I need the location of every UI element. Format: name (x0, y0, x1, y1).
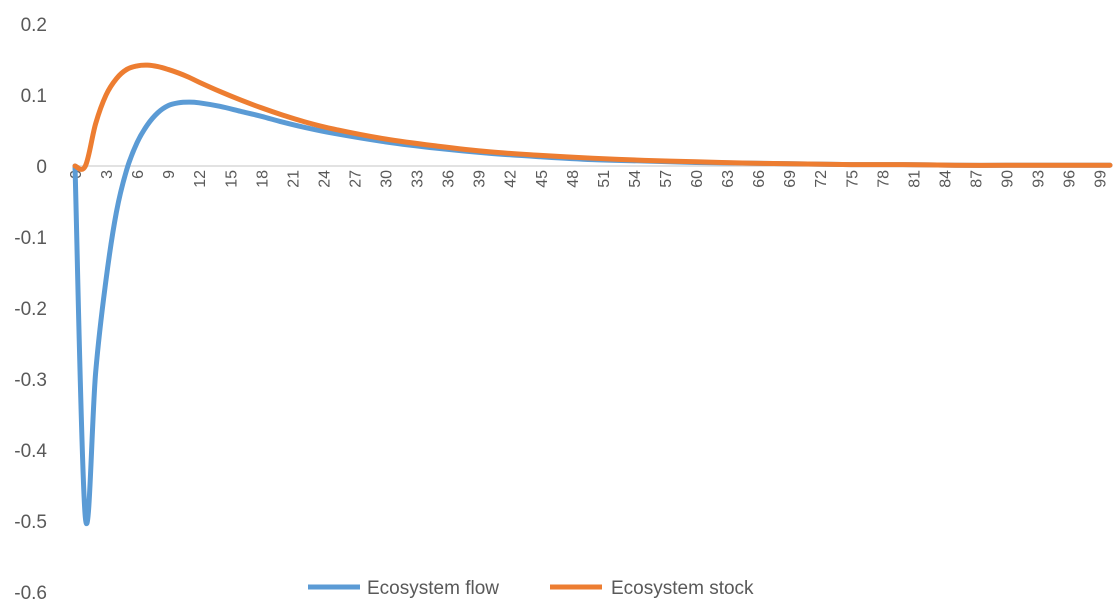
y-tick-label: -0.1 (14, 228, 47, 249)
x-tick-label: 93 (1031, 170, 1048, 188)
y-tick-label: 0.2 (21, 15, 47, 36)
y-tick-label: -0.4 (14, 441, 47, 462)
x-tick-label: 21 (285, 170, 302, 188)
x-tick-label: 3 (99, 170, 116, 179)
legend-label: Ecosystem flow (367, 578, 499, 599)
x-tick-label: 78 (875, 170, 892, 188)
y-axis-tick-labels: -0.6 -0.5 -0.4 -0.3 -0.2 -0.1 0 0.1 0.2 (14, 15, 47, 602)
x-tick-label: 45 (534, 170, 551, 188)
x-tick-label: 72 (813, 170, 830, 188)
legend-label: Ecosystem stock (611, 578, 754, 599)
x-tick-label: 69 (782, 170, 799, 188)
x-tick-label: 75 (844, 170, 861, 188)
series-line-ecosystem-stock (72, 62, 1113, 172)
x-tick-label: 60 (689, 170, 706, 188)
x-tick-label: 66 (751, 170, 768, 188)
y-tick-label: 0.1 (21, 86, 47, 107)
x-tick-label: 24 (316, 170, 333, 188)
x-tick-label: 6 (130, 170, 147, 179)
x-axis-tick-labels: 0 3 6 9 12 15 18 21 24 27 30 33 36 39 42 45 48 51 54 57 60 63… (68, 170, 1110, 188)
x-tick-label: 27 (347, 170, 364, 188)
y-tick-label: -0.3 (14, 370, 47, 391)
x-tick-label: 54 (627, 170, 644, 188)
x-tick-label: 87 (968, 170, 985, 188)
legend: Ecosystem flow Ecosystem stock (308, 578, 754, 599)
x-tick-label: 39 (472, 170, 489, 188)
y-tick-label: -0.6 (14, 583, 47, 602)
x-tick-label: 99 (1093, 170, 1110, 188)
x-tick-label: 48 (565, 170, 582, 188)
x-tick-label: 18 (254, 170, 271, 188)
x-tick-label: 12 (192, 170, 209, 188)
x-tick-label: 96 (1062, 170, 1079, 188)
y-tick-label: -0.2 (14, 299, 47, 320)
x-tick-label: 63 (720, 170, 737, 188)
x-tick-label: 57 (658, 170, 675, 188)
x-tick-label: 81 (906, 170, 923, 188)
x-tick-label: 15 (223, 170, 240, 188)
x-tick-label: 90 (1000, 170, 1017, 188)
series-lines (72, 62, 1113, 526)
y-tick-label: -0.5 (14, 512, 47, 533)
x-tick-label: 30 (379, 170, 396, 188)
x-tick-label: 33 (410, 170, 427, 188)
x-tick-label: 84 (937, 170, 954, 188)
x-tick-label: 36 (441, 170, 458, 188)
y-tick-label: 0 (36, 157, 47, 178)
x-tick-label: 51 (596, 170, 613, 188)
x-tick-label: 42 (503, 170, 520, 188)
x-tick-label: 9 (161, 170, 178, 179)
